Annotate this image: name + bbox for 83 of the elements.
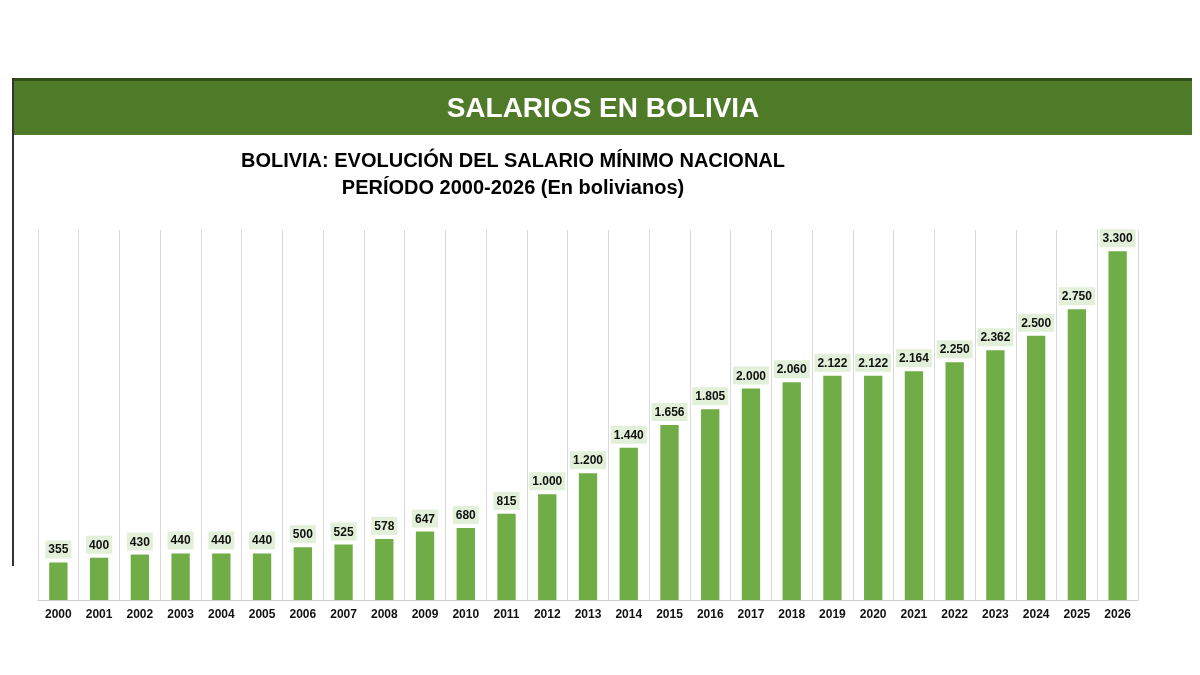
bar (293, 547, 312, 600)
data-label: 440 (252, 533, 273, 548)
x-tick-label: 2005 (248, 607, 276, 621)
x-tick-label: 2006 (289, 607, 317, 621)
x-tick-label: 2021 (900, 607, 928, 621)
bar (904, 371, 924, 600)
x-tick-label: 2013 (574, 607, 602, 621)
x-tick-label: 2024 (1022, 607, 1050, 621)
data-label: 1.000 (532, 474, 563, 489)
data-label: 680 (455, 508, 477, 523)
x-tick-label: 2002 (126, 607, 154, 621)
data-label: 400 (89, 537, 110, 552)
bar (49, 562, 68, 600)
bar (1026, 335, 1046, 600)
data-label: 2.750 (1061, 289, 1093, 304)
x-tick-label: 2008 (370, 607, 398, 621)
bar (660, 424, 679, 600)
x-tick-label: 2001 (85, 607, 113, 621)
data-label: 355 (48, 542, 69, 557)
data-label: 1.440 (613, 427, 645, 442)
x-tick-label: 2004 (207, 607, 235, 621)
bar (1108, 251, 1127, 600)
data-label: 647 (415, 511, 436, 526)
bar (1067, 309, 1087, 600)
bar (741, 388, 761, 600)
bar (782, 382, 801, 600)
bar (497, 513, 516, 600)
data-label: 815 (496, 493, 517, 508)
data-label: 500 (292, 527, 314, 542)
bar (619, 447, 638, 600)
data-label: 2.362 (980, 330, 1011, 345)
data-label: 1.656 (654, 404, 685, 419)
x-tick-label: 2020 (859, 607, 887, 621)
data-label: 440 (170, 533, 191, 548)
data-label: 1.805 (695, 389, 726, 404)
bar (252, 553, 272, 600)
x-tick-label: 2025 (1063, 607, 1091, 621)
x-tick-label: 2015 (656, 607, 684, 621)
data-label: 430 (129, 534, 151, 549)
data-label: 2.164 (898, 351, 930, 366)
data-label: 525 (333, 524, 354, 539)
data-label: 2.500 (1021, 315, 1052, 330)
bar (212, 553, 231, 600)
x-tick-label: 2011 (493, 607, 520, 621)
bar (864, 375, 883, 600)
data-label: 2.250 (939, 342, 971, 357)
x-tick-label: 2009 (411, 607, 439, 621)
bar (701, 409, 720, 600)
bar (130, 554, 150, 600)
x-tick-label: 2010 (452, 607, 480, 621)
x-tick-label: 2017 (737, 607, 765, 621)
chart-title: SALARIOS EN BOLIVIA (14, 78, 1192, 135)
x-tick-label: 2007 (330, 607, 358, 621)
data-label: 2.122 (817, 355, 848, 370)
x-tick-label: 2022 (941, 607, 969, 621)
bar (538, 494, 557, 600)
data-label: 440 (211, 533, 232, 548)
bar (823, 375, 842, 600)
bar (334, 544, 353, 600)
bar (456, 528, 475, 600)
bar (945, 362, 964, 600)
bar (375, 538, 394, 600)
bar (171, 553, 190, 600)
x-tick-label: 2000 (45, 607, 73, 621)
data-label: 2.000 (735, 368, 767, 383)
bar (578, 473, 598, 600)
x-tick-label: 2003 (167, 607, 195, 621)
x-tick-label: 2012 (533, 607, 561, 621)
x-tick-label: 2026 (1104, 607, 1132, 621)
bar (415, 531, 435, 600)
x-tick-label: 2019 (819, 607, 847, 621)
bar (89, 557, 109, 600)
data-label: 2.060 (776, 362, 808, 377)
data-label: 1.200 (572, 453, 604, 468)
chart-subtitle: BOLIVIA: EVOLUCIÓN DEL SALARIO MÍNIMO NACIONAL PERÍODO 2000-2026 (En bolivianos) (239, 147, 787, 200)
data-label: 3.300 (1102, 231, 1133, 246)
x-tick-label: 2014 (615, 607, 643, 621)
data-label: 2.122 (858, 355, 889, 370)
x-tick-label: 2016 (696, 607, 724, 621)
x-tick-label: 2023 (982, 607, 1010, 621)
bar (986, 350, 1005, 600)
x-tick-label: 2018 (778, 607, 806, 621)
data-label: 578 (374, 518, 395, 533)
